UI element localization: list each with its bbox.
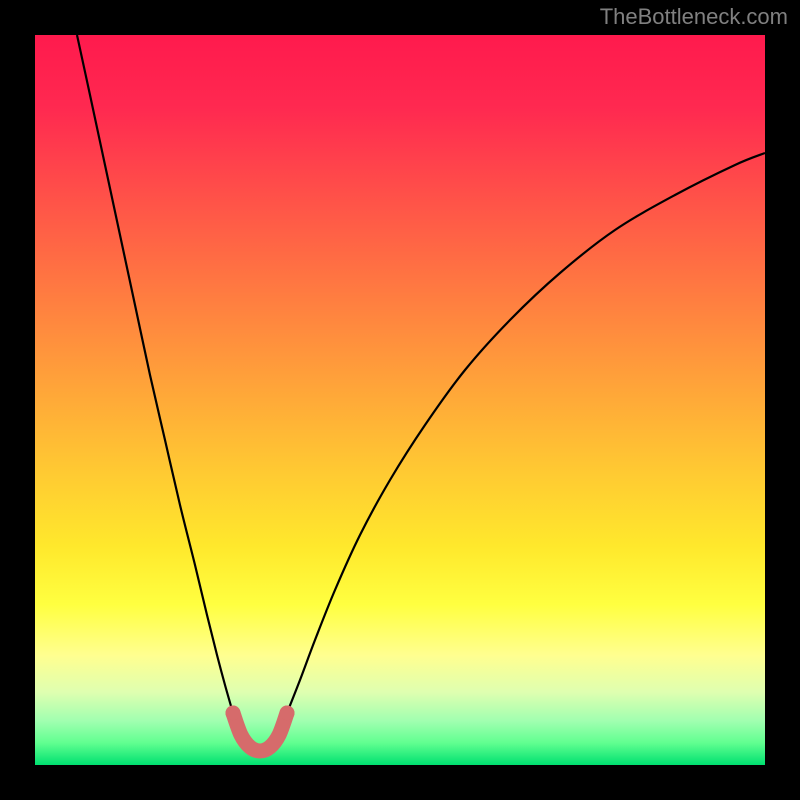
highlight-dot-left bbox=[226, 706, 241, 721]
watermark-text: TheBottleneck.com bbox=[600, 4, 788, 30]
bottleneck-chart bbox=[35, 35, 765, 765]
chart-background bbox=[35, 35, 765, 765]
highlight-dot-right bbox=[280, 706, 295, 721]
